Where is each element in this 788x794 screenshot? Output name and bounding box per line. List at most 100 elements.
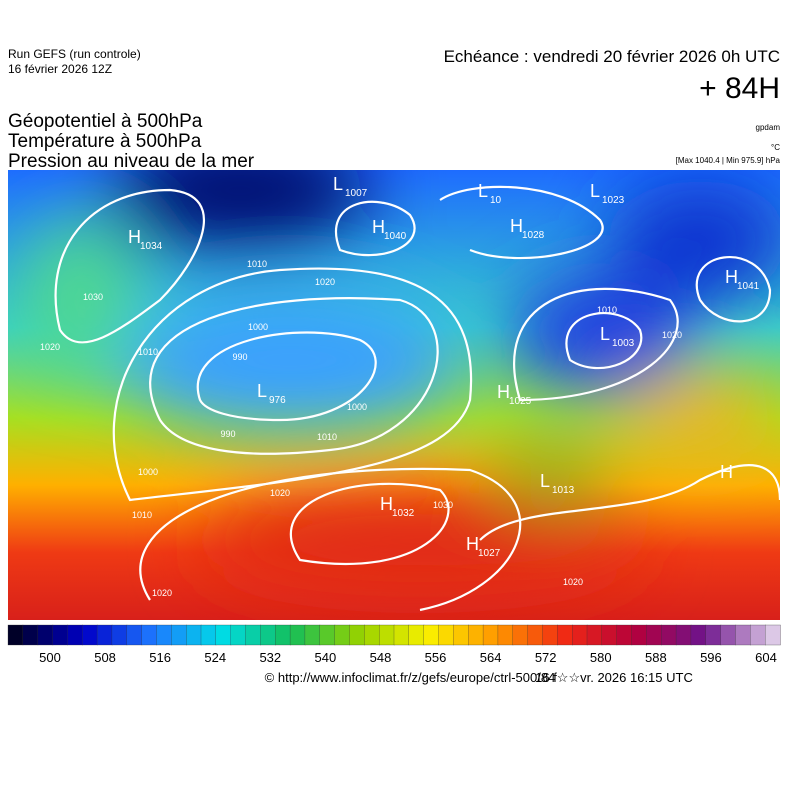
colorbar-swatch [171, 624, 187, 646]
colorbar-swatch [22, 624, 39, 646]
colorbar-swatch [675, 624, 692, 646]
colorbar-swatch [423, 624, 440, 646]
colorbar-swatch [631, 624, 648, 646]
colorbar-tick-label: 588 [645, 650, 667, 665]
colorbar-swatch [661, 624, 677, 646]
colorbar-swatch [557, 624, 573, 646]
colorbar-swatch [586, 624, 603, 646]
unit: [Max 1040.4 | Min 975.9] hPa [676, 156, 781, 165]
pressure-center-value: 1023 [602, 195, 625, 206]
isobar-label: 1020 [40, 342, 60, 352]
colorbar-swatch [52, 624, 69, 646]
colorbar-tick-label: 604 [755, 650, 777, 665]
colorbar-tick-label: 580 [590, 650, 612, 665]
colorbar-swatch [765, 624, 781, 646]
pressure-center-kind: H [725, 267, 738, 287]
colorbar-swatch [230, 624, 247, 646]
colorbar-tick-label: 556 [425, 650, 447, 665]
pressure-center-value: 1032 [392, 508, 415, 519]
colorbar-swatch [126, 624, 143, 646]
pressure-center-value: 1003 [612, 338, 635, 349]
colorbar-swatch [364, 624, 380, 646]
isobar-label: 1020 [270, 488, 290, 498]
colorbar-swatch [289, 624, 306, 646]
unit: °C [771, 143, 780, 152]
colorbar-swatch [453, 624, 469, 646]
colorbar-swatch [275, 624, 291, 646]
colorbar-swatch [37, 624, 54, 646]
isobar-label: 1030 [433, 500, 453, 510]
isobar-label: 1010 [597, 305, 617, 315]
colorbar-swatch [379, 624, 395, 646]
isobar-label: 1000 [347, 402, 367, 412]
isobar-label: 1020 [315, 277, 335, 287]
colorbar-swatch [512, 624, 529, 646]
colorbar-swatch [646, 624, 662, 646]
pressure-center-value: 1041 [737, 281, 760, 292]
pressure-center-kind: L [478, 181, 488, 201]
colorbar-swatch [82, 624, 98, 646]
colorbar-swatch [67, 624, 83, 646]
pressure-center-kind: L [540, 471, 550, 491]
colorbar-swatch [572, 624, 588, 646]
isobar-label: 1020 [662, 330, 682, 340]
isobar-label: 1010 [247, 259, 267, 269]
colorbar-swatch [349, 624, 365, 646]
pressure-center-value: 1007 [345, 188, 368, 199]
isobar-label: 1030 [83, 292, 103, 302]
colorbar-swatch [497, 624, 514, 646]
pressure-center-value: 1027 [478, 548, 501, 559]
colorbar-tick-label: 508 [94, 650, 116, 665]
colorbar-swatch [111, 624, 128, 646]
colorbar-tick-label: 564 [480, 650, 502, 665]
pressure-center-value: 10 [490, 195, 502, 206]
pressure-center-kind: H [510, 216, 523, 236]
colorbar-swatch [690, 624, 707, 646]
colorbar-swatch [141, 624, 158, 646]
pressure-center-kind: H [720, 462, 733, 482]
colorbar-swatch [7, 624, 24, 646]
colorbar-swatch [319, 624, 336, 646]
colorbar-swatch [616, 624, 633, 646]
colorbar-tick-label: 516 [149, 650, 171, 665]
colorbar: 500 508 516 524 532 540 548 556 564 572 580 588 596 6… [7, 624, 781, 665]
colorbar-swatch [438, 624, 455, 646]
pressure-center-kind: H [128, 227, 141, 247]
pressure-center-kind: H [466, 534, 479, 554]
generated-time: 16 f☆☆vr. 2026 16:15 UTC [535, 670, 693, 685]
isobar-label: 1020 [152, 588, 172, 598]
colorbar-swatch [200, 624, 217, 646]
pressure-center-value: 1040 [384, 231, 407, 242]
colorbar-swatch [601, 624, 618, 646]
isobar-label: 1010 [317, 432, 337, 442]
isobar-label: 1000 [138, 467, 158, 477]
pressure-center-value: 1025 [509, 396, 532, 407]
colorbar-tick-label: 524 [204, 650, 226, 665]
colorbar-swatch [334, 624, 351, 646]
pressure-center-kind: L [590, 181, 600, 201]
colorbar-swatch [720, 624, 737, 646]
lead-time: + 84H [699, 72, 780, 105]
title: Géopotentiel à 500hPa [8, 111, 203, 132]
isobar-label: 1010 [138, 347, 158, 357]
isobar-label: 1000 [248, 322, 268, 332]
colorbar-swatch [186, 624, 202, 646]
isobar-label: 990 [232, 352, 247, 362]
colorbar-swatch [156, 624, 172, 646]
colorbar-tick-label: 548 [370, 650, 392, 665]
colorbar-swatch [96, 624, 113, 646]
pressure-center-value: 1028 [522, 230, 545, 241]
colorbar-tick-label: 532 [259, 650, 281, 665]
unit: gpdam [756, 123, 781, 132]
colorbar-tick-label: 572 [535, 650, 557, 665]
colorbar-swatch [542, 624, 558, 646]
pressure-center-kind: H [497, 382, 510, 402]
isobar-label: 1020 [563, 577, 583, 587]
title: Pression au niveau de la mer [8, 151, 255, 172]
colorbar-tick-label: 596 [700, 650, 722, 665]
pressure-center-kind: H [380, 494, 393, 514]
source-url: © http://www.infoclimat.fr/z/gefs/europe… [265, 670, 556, 685]
colorbar-swatch [393, 624, 410, 646]
